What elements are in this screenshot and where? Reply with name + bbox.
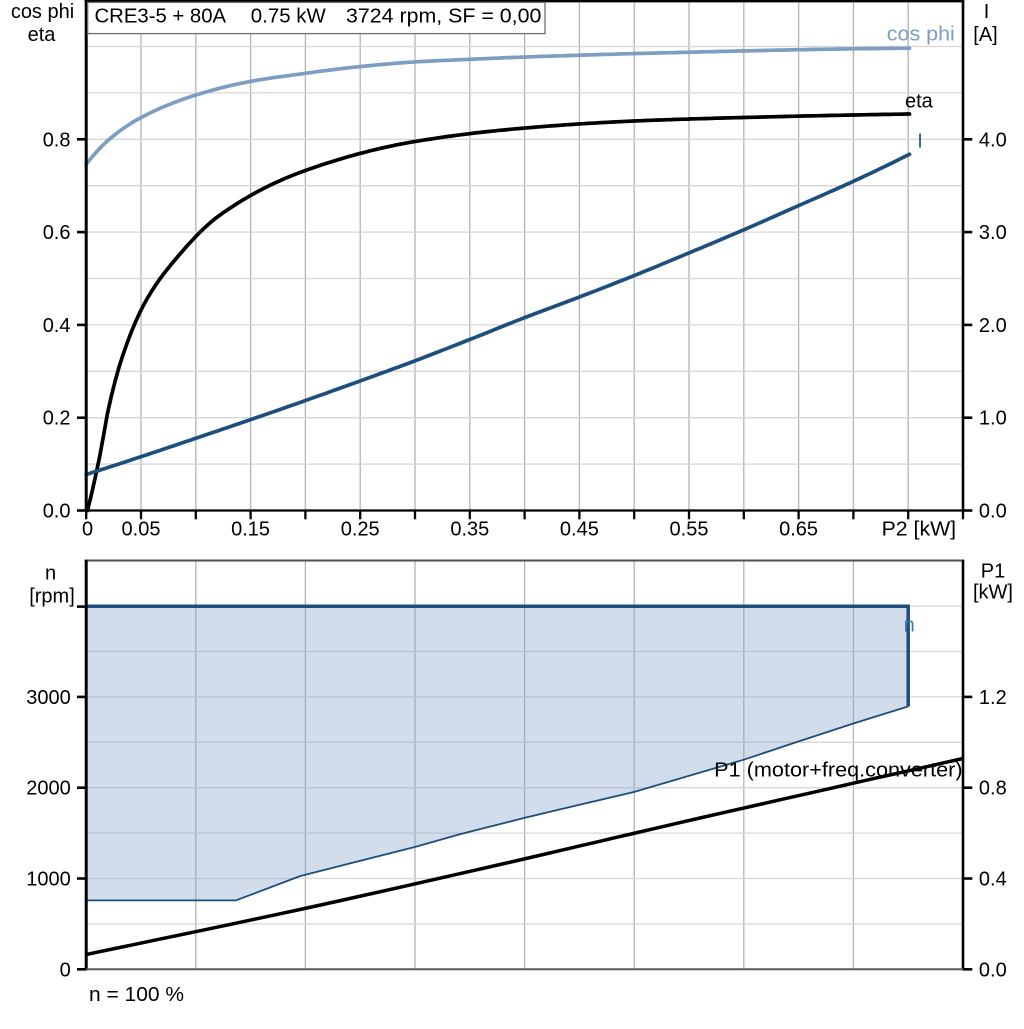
svg-text:n = 100 %: n = 100 % bbox=[89, 984, 184, 1006]
svg-text:0.2: 0.2 bbox=[43, 408, 71, 430]
svg-text:0.75 kW: 0.75 kW bbox=[251, 5, 326, 27]
svg-text:P1: P1 bbox=[981, 561, 1005, 583]
svg-text:0.0: 0.0 bbox=[979, 501, 1007, 523]
svg-text:0.05: 0.05 bbox=[122, 518, 161, 540]
svg-text:0.0: 0.0 bbox=[979, 959, 1007, 981]
svg-text:I: I bbox=[917, 130, 923, 152]
svg-text:0.45: 0.45 bbox=[560, 518, 599, 540]
svg-text:0.4: 0.4 bbox=[979, 869, 1007, 891]
svg-text:0.25: 0.25 bbox=[341, 518, 380, 540]
svg-text:1.0: 1.0 bbox=[979, 408, 1007, 430]
svg-text:3724 rpm, SF = 0,00: 3724 rpm, SF = 0,00 bbox=[346, 5, 541, 27]
svg-text:CRE3-5 + 80A: CRE3-5 + 80A bbox=[95, 5, 227, 27]
svg-text:cos phi: cos phi bbox=[887, 23, 955, 45]
svg-text:0.55: 0.55 bbox=[670, 518, 709, 540]
svg-text:[kW]: [kW] bbox=[973, 582, 1013, 604]
svg-text:0: 0 bbox=[82, 518, 93, 540]
svg-text:P2 [kW]: P2 [kW] bbox=[882, 518, 957, 540]
svg-text:0.4: 0.4 bbox=[43, 315, 71, 337]
svg-text:cos phi: cos phi bbox=[11, 1, 74, 23]
svg-text:0.35: 0.35 bbox=[450, 518, 489, 540]
svg-text:P1 (motor+freq.converter): P1 (motor+freq.converter) bbox=[714, 760, 962, 782]
svg-text:3000: 3000 bbox=[26, 687, 71, 709]
svg-text:[A]: [A] bbox=[973, 24, 997, 46]
svg-text:4.0: 4.0 bbox=[979, 129, 1007, 151]
svg-text:0.65: 0.65 bbox=[779, 518, 818, 540]
svg-text:3.0: 3.0 bbox=[979, 222, 1007, 244]
svg-text:0.8: 0.8 bbox=[979, 778, 1007, 800]
svg-text:0.0: 0.0 bbox=[43, 501, 71, 523]
svg-text:2.0: 2.0 bbox=[979, 315, 1007, 337]
svg-text:[rpm]: [rpm] bbox=[29, 586, 75, 608]
svg-text:1000: 1000 bbox=[26, 869, 71, 891]
svg-text:0.6: 0.6 bbox=[43, 222, 71, 244]
svg-text:I: I bbox=[984, 1, 990, 23]
svg-text:n: n bbox=[904, 615, 915, 637]
svg-text:1.2: 1.2 bbox=[979, 687, 1007, 709]
svg-text:n: n bbox=[45, 563, 56, 585]
svg-text:eta: eta bbox=[28, 24, 57, 46]
svg-text:0: 0 bbox=[60, 959, 71, 981]
svg-text:eta: eta bbox=[905, 91, 934, 113]
svg-text:0.15: 0.15 bbox=[231, 518, 270, 540]
svg-text:2000: 2000 bbox=[26, 778, 71, 800]
svg-text:0.8: 0.8 bbox=[43, 129, 71, 151]
